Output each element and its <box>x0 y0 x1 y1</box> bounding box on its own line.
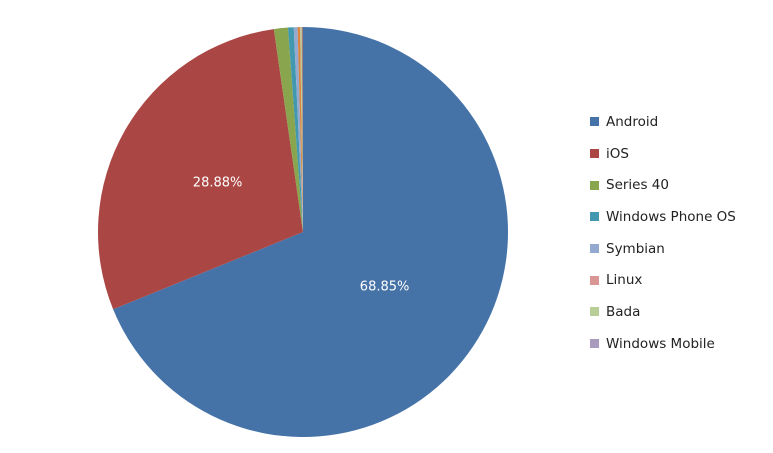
legend-label: Series 40 <box>606 177 669 194</box>
legend-item-windows-phone-os: Windows Phone OS <box>590 201 736 233</box>
legend-label: Symbian <box>606 240 665 257</box>
pie-slice-android <box>113 27 509 437</box>
pie-slices <box>98 26 509 437</box>
pie-slice-bada <box>300 27 303 232</box>
chart-legend: Android iOS Series 40 Windows Phone OS Symbi… <box>590 106 736 360</box>
legend-label: Windows Phone OS <box>606 208 736 225</box>
legend-item-series-40: Series 40 <box>590 169 736 201</box>
legend-label: Bada <box>606 303 641 320</box>
pie-slice-windows-mobile <box>301 26 303 232</box>
legend-swatch <box>590 307 599 317</box>
pie-slice-linux <box>297 27 303 232</box>
data-label-android: 68.85% <box>360 279 410 294</box>
legend-swatch <box>590 244 599 254</box>
legend-label: Android <box>606 113 659 130</box>
legend-item-bada: Bada <box>590 296 736 328</box>
legend-swatch <box>590 180 599 190</box>
legend-swatch <box>590 149 599 159</box>
pie-slice-windows-phone-os <box>287 27 303 233</box>
legend-item-android: Android <box>590 106 736 138</box>
pie-slice-series-40 <box>273 27 303 232</box>
pie-data-labels: 68.85% 28.88% <box>193 176 410 295</box>
legend-swatch <box>590 117 599 127</box>
data-label-ios: 28.88% <box>193 176 243 191</box>
legend-label: iOS <box>606 145 629 162</box>
legend-label: Linux <box>606 272 643 289</box>
legend-swatch <box>590 275 599 285</box>
legend-item-ios: iOS <box>590 138 736 170</box>
legend-item-windows-mobile: Windows Mobile <box>590 328 736 360</box>
legend-item-linux: Linux <box>590 264 736 296</box>
pie-slice-symbian <box>293 27 303 232</box>
legend-label: Windows Mobile <box>606 335 715 352</box>
legend-item-symbian: Symbian <box>590 233 736 265</box>
pie-slice-ios <box>98 29 303 310</box>
legend-swatch <box>590 339 599 349</box>
legend-swatch <box>590 212 599 222</box>
